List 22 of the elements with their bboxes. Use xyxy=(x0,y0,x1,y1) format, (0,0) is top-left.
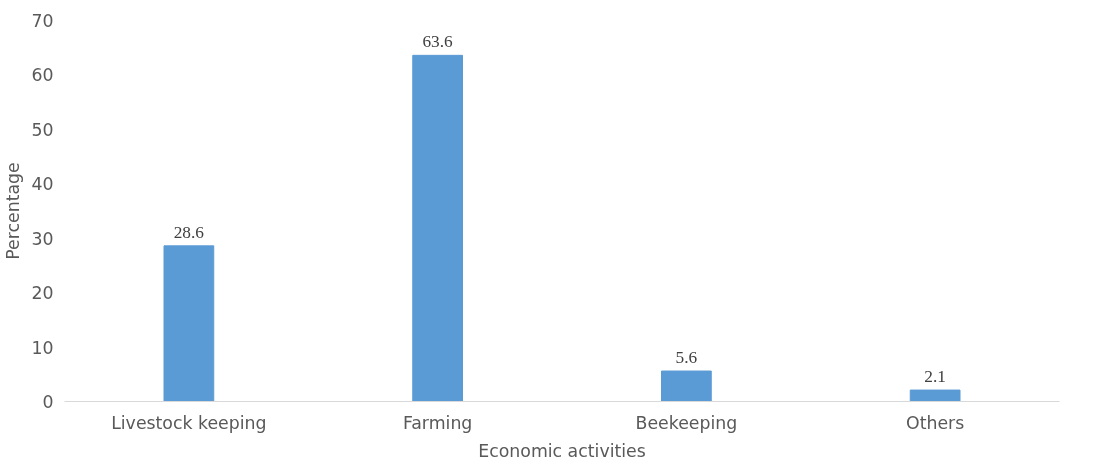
data-label: 2.1 xyxy=(924,367,946,387)
data-label: 5.6 xyxy=(675,348,698,368)
y-axis-title: Percentage xyxy=(3,162,24,260)
x-tick-label: Others xyxy=(906,412,965,433)
bar xyxy=(412,54,463,402)
bar xyxy=(661,370,712,402)
bar xyxy=(909,389,961,402)
x-tick-label: Beekeeping xyxy=(635,412,738,433)
y-tick-label: 60 xyxy=(31,65,54,86)
y-tick-label: 0 xyxy=(42,392,54,412)
x-tick-label: Farming xyxy=(402,412,473,433)
data-label: 63.6 xyxy=(422,32,454,52)
y-tick-label: 10 xyxy=(31,337,54,358)
bar xyxy=(163,245,215,402)
x-axis-title: Economic activities xyxy=(478,440,646,461)
y-tick-label: 70 xyxy=(31,11,54,31)
y-tick-label: 20 xyxy=(31,283,54,304)
y-tick-label: 30 xyxy=(31,228,54,249)
x-tick-label: Livestock keeping xyxy=(111,412,267,433)
data-label: 28.6 xyxy=(173,222,205,242)
y-tick-label: 50 xyxy=(31,119,54,140)
y-tick-label: 40 xyxy=(31,174,54,195)
